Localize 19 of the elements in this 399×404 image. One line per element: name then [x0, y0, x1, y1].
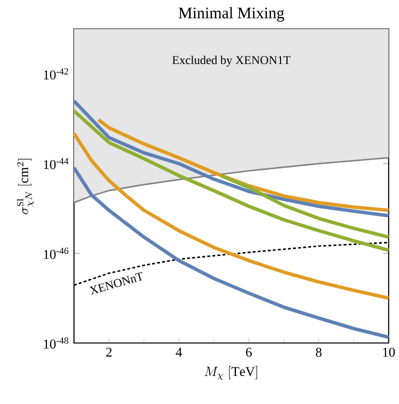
y-tick-label: 10$^{-42}$ [44, 68, 68, 80]
line-series [219, 174, 390, 239]
annotation: Excluded by XENON1T [172, 56, 290, 67]
line-series [72, 166, 390, 339]
y-tick-label: 10$^{-46}$ [44, 248, 68, 259]
line-series [72, 132, 390, 300]
x-tick-label: 6 [246, 348, 252, 357]
x-tick-label: 8 [316, 348, 322, 357]
x-axis-title: $M_\chi\ [\mathrm{TeV}]$ [204, 366, 258, 380]
y-tick-label: 10$^{-48}$ [44, 337, 68, 349]
x-tick-label: 4 [176, 348, 182, 357]
x-tick-label: 10 [383, 348, 395, 357]
y-tick-label: 10$^{-44}$ [44, 158, 68, 170]
line-series [72, 99, 390, 218]
chart-title: Minimal Mixing [178, 7, 284, 22]
x-tick-label: 2 [106, 348, 112, 357]
line-series [73, 157, 390, 204]
y-axis-title: $\sigma_{\chi N}^{\rm SI}\ [\mathrm{cm}^2]$ [17, 158, 34, 214]
line-series [72, 109, 390, 252]
